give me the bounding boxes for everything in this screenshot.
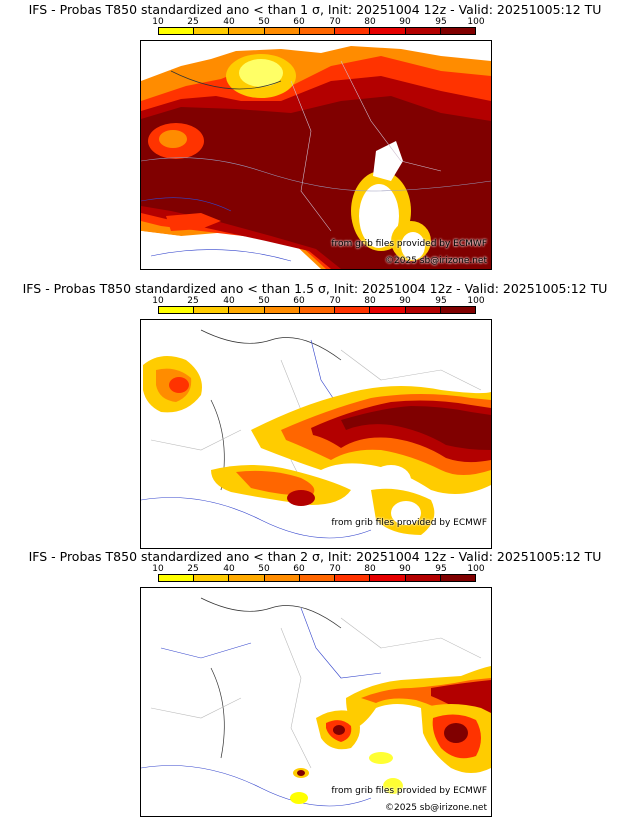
colorbar-tick: 40 — [223, 17, 235, 27]
colorbar-segment — [159, 307, 195, 313]
probability-colorbar — [158, 306, 476, 314]
colorbar-segment — [229, 28, 265, 34]
colorbar-segment — [159, 575, 195, 581]
probability-map: from grib files provided by ECMWF ©2025 … — [140, 587, 492, 817]
colorbar-tick: 25 — [187, 564, 199, 574]
panel-title: IFS - Probas T850 standardized ano < tha… — [28, 2, 602, 17]
colorbar-tick: 95 — [435, 17, 447, 27]
colorbar-segment — [370, 575, 406, 581]
probability-colorbar — [158, 27, 476, 35]
colorbar-tick: 70 — [329, 564, 341, 574]
map-canvas — [141, 329, 491, 539]
colorbar-tick: 95 — [435, 564, 447, 574]
data-source-note: from grib files provided by ECMWF — [331, 786, 487, 796]
colorbar-tick: 50 — [258, 564, 270, 574]
colorbar-tick: 10 — [152, 564, 164, 574]
colorbar-tick: 40 — [223, 296, 235, 306]
map-canvas — [141, 597, 491, 807]
map-panel-1-5-sigma: IFS - Probas T850 standardized ano < tha… — [0, 281, 630, 551]
map-panel-1-sigma: IFS - Probas T850 standardized ano < tha… — [0, 2, 630, 272]
colorbar-tick: 80 — [364, 296, 376, 306]
probability-field — [290, 666, 491, 804]
colorbar-segment — [299, 28, 336, 34]
colorbar-tick: 60 — [293, 564, 305, 574]
colorbar-tick: 70 — [329, 296, 341, 306]
colorbar-segment — [264, 575, 300, 581]
data-source-note: from grib files provided by ECMWF — [331, 239, 487, 249]
colorbar-tick: 90 — [399, 296, 411, 306]
colorbar-segment — [159, 28, 195, 34]
colorbar-segment — [335, 28, 371, 34]
colorbar-ticks: 10 25 40 50 60 70 80 90 95 100 — [144, 17, 490, 27]
colorbar-segment — [405, 307, 441, 313]
map-panel-2-sigma: IFS - Probas T850 standardized ano < tha… — [0, 549, 630, 819]
panel-title: IFS - Probas T850 standardized ano < tha… — [28, 549, 602, 564]
colorbar-tick: 100 — [467, 17, 485, 27]
colorbar-segment — [370, 307, 406, 313]
colorbar-tick: 10 — [152, 296, 164, 306]
colorbar-ticks: 10 25 40 50 60 70 80 90 95 100 — [144, 564, 490, 574]
colorbar-tick: 60 — [293, 17, 305, 27]
colorbar-tick: 90 — [399, 564, 411, 574]
copyright-note: ©2025 sb@irizone.net — [385, 803, 487, 813]
colorbar-segment — [264, 307, 300, 313]
colorbar-tick: 10 — [152, 17, 164, 27]
probability-colorbar — [158, 574, 476, 582]
colorbar-segment — [299, 307, 336, 313]
data-source-note: from grib files provided by ECMWF — [331, 518, 487, 528]
colorbar-segment — [335, 307, 371, 313]
probability-field — [143, 356, 491, 535]
colorbar-segment — [194, 575, 230, 581]
colorbar-segment — [194, 28, 230, 34]
colorbar-tick: 100 — [467, 296, 485, 306]
colorbar-tick: 50 — [258, 17, 270, 27]
colorbar-segment — [229, 575, 265, 581]
colorbar-segment — [405, 575, 441, 581]
colorbar-ticks: 10 25 40 50 60 70 80 90 95 100 — [144, 296, 490, 306]
colorbar-tick: 25 — [187, 17, 199, 27]
colorbar-segment — [335, 575, 371, 581]
probability-map: from grib files provided by ECMWF — [140, 319, 492, 549]
colorbar-segment — [194, 307, 230, 313]
colorbar-tick: 70 — [329, 17, 341, 27]
colorbar-tick: 60 — [293, 296, 305, 306]
colorbar-tick: 90 — [399, 17, 411, 27]
colorbar-tick: 95 — [435, 296, 447, 306]
colorbar-segment — [370, 28, 406, 34]
colorbar-segment — [264, 28, 300, 34]
colorbar-tick: 25 — [187, 296, 199, 306]
map-canvas — [141, 46, 491, 269]
probability-field — [141, 46, 491, 269]
colorbar-segment — [229, 307, 265, 313]
colorbar-segment — [440, 307, 475, 313]
colorbar-tick: 40 — [223, 564, 235, 574]
colorbar-segment — [405, 28, 441, 34]
borders-overlay — [141, 60, 491, 262]
colorbar-tick: 100 — [467, 564, 485, 574]
probability-map: from grib files provided by ECMWF ©2025 … — [140, 40, 492, 270]
colorbar-tick: 50 — [258, 296, 270, 306]
colorbar-tick: 80 — [364, 17, 376, 27]
colorbar-segment — [440, 575, 475, 581]
colorbar-segment — [299, 575, 336, 581]
panel-title: IFS - Probas T850 standardized ano < tha… — [22, 281, 608, 296]
borders-overlay — [141, 597, 482, 807]
colorbar-segment — [440, 28, 475, 34]
colorbar-tick: 80 — [364, 564, 376, 574]
copyright-note: ©2025 sb@irizone.net — [385, 256, 487, 266]
